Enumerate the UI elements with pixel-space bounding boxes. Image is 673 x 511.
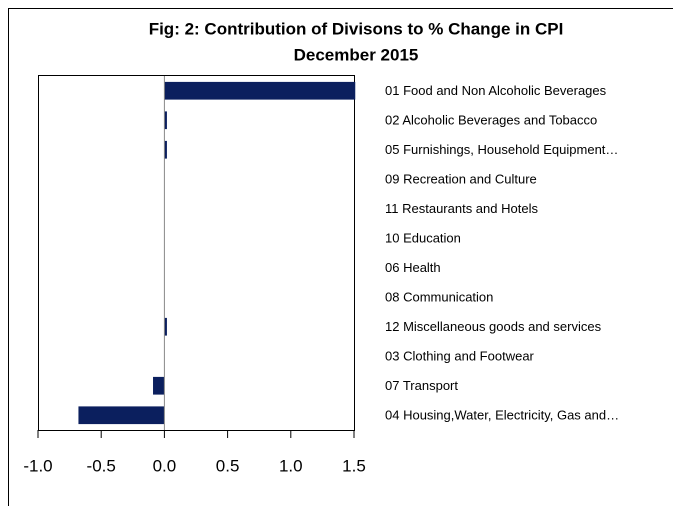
bar [78, 406, 164, 424]
chart-title: Fig: 2: Contribution of Divisons to % Ch… [149, 19, 564, 38]
category-label: 06 Health [385, 260, 441, 275]
x-tick-label: 1.0 [279, 456, 303, 475]
category-label: 05 Furnishings, Household Equipment… [385, 142, 618, 157]
category-label: 11 Restaurants and Hotels [385, 201, 538, 216]
category-label: 09 Recreation and Culture [385, 172, 537, 187]
x-tick-label: 0.5 [216, 456, 240, 475]
chart-subtitle: December 2015 [294, 45, 419, 64]
x-tick-label: 1.5 [342, 456, 366, 475]
bar [153, 377, 164, 395]
category-label: 01 Food and Non Alcoholic Beverages [385, 83, 607, 98]
x-tick-label: -0.5 [87, 456, 116, 475]
plot-area [39, 76, 355, 431]
category-label: 02 Alcoholic Beverages and Tobacco [385, 113, 597, 128]
category-label: 12 Miscellaneous goods and services [385, 319, 602, 334]
category-label: 10 Education [385, 231, 461, 246]
category-label: 04 Housing,Water, Electricity, Gas and… [385, 408, 619, 423]
category-label: 08 Communication [385, 290, 493, 305]
x-tick-label: 0.0 [153, 456, 177, 475]
x-tick-label: -1.0 [23, 456, 52, 475]
bar [164, 82, 355, 100]
category-label: 03 Clothing and Footwear [385, 349, 535, 364]
category-label: 07 Transport [385, 378, 458, 393]
